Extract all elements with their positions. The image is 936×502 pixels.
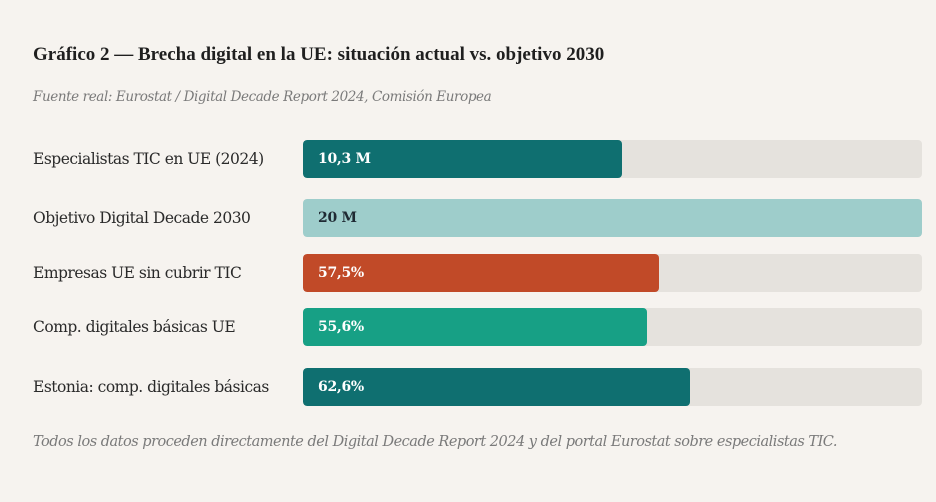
bar [303,308,648,346]
chart-footnote: Todos los datos proceden directamente de… [33,434,838,450]
bar-value-label: 57,5% [318,265,364,281]
bar-value-label: 62,6% [318,379,364,395]
bar-value-label: 10,3 M [318,151,371,167]
bar [303,254,659,292]
bar-track: 57,5% [303,254,922,292]
bar [303,140,622,178]
bar [303,199,922,237]
bar-track: 20 M [303,199,922,237]
bar-label: Estonia: comp. digitales básicas [33,377,269,396]
bar-value-label: 20 M [318,210,357,226]
bar-label: Empresas UE sin cubrir TIC [33,263,242,282]
bar-label: Objetivo Digital Decade 2030 [33,208,251,227]
bar-track: 62,6% [303,368,922,406]
bar-label: Especialistas TIC en UE (2024) [33,149,264,168]
bar-track: 55,6% [303,308,922,346]
chart-source: Fuente real: Eurostat / Digital Decade R… [33,89,492,105]
chart-title: Gráfico 2 — Brecha digital en la UE: sit… [33,44,605,65]
bar-track: 10,3 M [303,140,922,178]
bar [303,368,691,406]
bar-value-label: 55,6% [318,319,364,335]
bar-label: Comp. digitales básicas UE [33,317,236,336]
